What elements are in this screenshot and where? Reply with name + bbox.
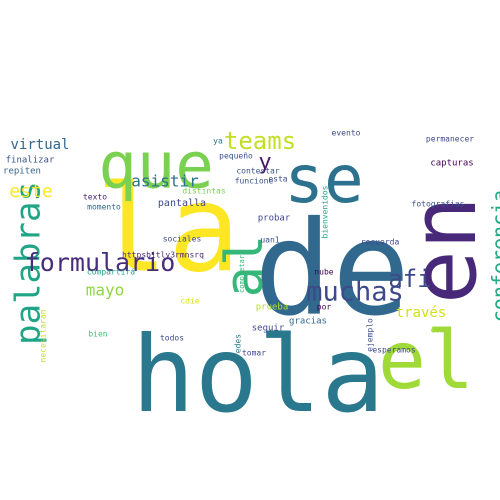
word-4: se [284,141,363,218]
word-51: seguir [252,324,285,334]
word-54: ejemplo [366,318,375,352]
word-49: bien [88,330,107,339]
word-7: al [215,235,275,298]
word-31: funcione [235,177,274,186]
word-28: ya [213,137,223,146]
word-13: afi [388,265,431,293]
word-43: cdie [180,297,199,306]
word-0: de [254,193,411,345]
word-48: necesitaran [39,309,48,362]
word-19: través [396,305,447,321]
word-1: hola [132,314,385,436]
word-38: recuerda [361,238,400,247]
word-36: probar [258,214,291,224]
word-26: esta [268,175,287,184]
word-24: pantalla [158,198,206,209]
word-10: muchas [306,277,404,308]
word-53: tomar [242,349,266,358]
word-23: momento [87,203,121,212]
word-50: todos [160,334,184,343]
word-12: teams [224,127,296,155]
word-33: capturas [430,159,473,169]
word-21: repiten [3,167,41,177]
word-6: el [378,314,474,407]
word-30: contestar [236,167,280,176]
word-39: sociales [163,235,202,244]
word-47: por [317,303,332,312]
word-35: bienvenidos [321,185,330,238]
word-37: uan1 [260,236,279,245]
word-18: virtual [10,137,69,153]
word-8: palabras [9,181,49,345]
word-11: formulario [25,248,176,277]
word-5: que [98,130,214,204]
word-22: texto [83,193,107,202]
word-20: finalizar [6,156,55,166]
word-34: fotografias [412,200,465,209]
word-2: la [96,161,241,300]
word-16: y [258,150,271,175]
word-29: evento [332,129,361,138]
word-40: completar [238,255,246,293]
word-45: redes [234,334,243,358]
word-27: pequeño [219,152,253,161]
word-14: asistir [131,172,199,191]
word-42: compartirá [87,268,135,277]
word-46: nube [314,268,333,277]
word-41: httpsbitly3rmnsrq [122,251,204,260]
word-15: este [9,181,52,202]
word-52: gracias [289,317,327,327]
word-9: conferencia [488,190,500,322]
word-44: prueba [256,303,289,313]
word-55: esperamos [372,346,416,355]
word-3: en [392,196,497,304]
word-56: como [430,326,449,335]
word-25: distintas [182,187,226,196]
word-17: mayo [86,281,125,300]
word-32: permanecer [426,135,474,144]
